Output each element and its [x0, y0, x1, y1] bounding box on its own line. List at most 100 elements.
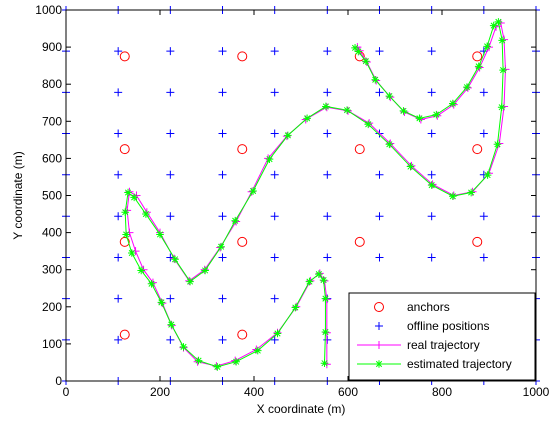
real-trajectory-point: [131, 247, 140, 256]
estimated-trajectory-point: [385, 92, 394, 100]
legend-item: offline positions: [375, 319, 490, 333]
estimated-trajectory-point: [137, 266, 145, 275]
estimated-trajectory-point: [427, 181, 436, 189]
offline-position-point: [270, 129, 279, 138]
offline-position-point: [114, 294, 123, 303]
estimated-trajectory-point: [499, 66, 507, 74]
estimated-trajectory-point: [463, 83, 471, 91]
y-tick-label: 900: [42, 40, 62, 54]
estimated-trajectory-point: [232, 357, 240, 366]
y-axis-label: Y coordinate (m): [11, 151, 25, 239]
estimated-trajectory-point: [497, 103, 506, 112]
offline-position-point: [166, 294, 175, 303]
x-tick-label: 800: [432, 385, 452, 399]
estimated-trajectory-point: [273, 329, 282, 338]
legend-label: real trajectory: [407, 338, 480, 352]
offline-position-point: [479, 88, 488, 97]
estimated-trajectory-point: [249, 187, 257, 195]
offline-position-point: [427, 47, 436, 56]
plot-content: [62, 6, 540, 385]
offline-position-point: [479, 253, 488, 262]
y-tick-label: 0: [55, 374, 62, 388]
offline-position-point: [166, 129, 175, 138]
anchor-point: [119, 51, 130, 62]
legend-anchor-marker: [374, 302, 384, 312]
offline-position-point: [323, 170, 332, 179]
anchor-point: [472, 51, 483, 62]
estimated-trajectory-point: [371, 75, 380, 84]
anchor-point: [119, 329, 130, 340]
estimated-trajectory-point: [449, 99, 457, 108]
offline-position-point: [166, 335, 175, 344]
legend-label: anchors: [407, 300, 450, 314]
offline-position-point: [114, 170, 123, 179]
estimated-trajectory-point: [231, 216, 239, 225]
offline-position-point: [114, 88, 123, 97]
anchor-point: [472, 144, 483, 155]
estimated-trajectory-point: [498, 36, 506, 45]
estimated-trajectory-point: [194, 356, 203, 365]
offline-position-point: [427, 88, 436, 97]
offline-position-point: [427, 129, 436, 138]
offline-position-point: [270, 47, 279, 56]
estimated-trajectory-point: [483, 42, 491, 51]
anchor-point: [237, 51, 248, 62]
y-tick-label: 500: [42, 189, 62, 203]
offline-position-point: [218, 253, 227, 262]
estimated-trajectory-point: [147, 279, 156, 288]
offline-position-point: [166, 88, 175, 97]
anchor-point: [119, 144, 130, 155]
offline-position-point: [270, 253, 279, 262]
offline-position-point: [218, 335, 227, 344]
estimated-trajectory-point: [351, 44, 359, 52]
offline-position-point: [218, 88, 227, 97]
legend-items: anchors offline positions real trajectory e…: [357, 300, 512, 371]
offline-position-point: [270, 212, 279, 221]
estimated-trajectory-point: [474, 62, 483, 71]
offline-position-point: [114, 129, 123, 138]
offline-position-point: [270, 294, 279, 303]
estimated-trajectory-point: [157, 298, 166, 307]
legend-item: anchors: [374, 300, 450, 314]
offline-position-point: [218, 170, 227, 179]
estimated-trajectory-point: [406, 162, 415, 171]
estimated-trajectory-point: [124, 188, 132, 197]
legend-offline-marker: [375, 322, 383, 330]
estimated-trajectory-point: [217, 242, 225, 251]
offline-position-point: [270, 335, 279, 344]
offline-position-point: [114, 212, 123, 221]
offline-position-point: [114, 335, 123, 344]
estimated-trajectory-point: [142, 210, 150, 218]
estimated-trajectory-point: [320, 359, 329, 367]
offline-position-point: [375, 170, 384, 179]
estimated-trajectory-point: [291, 303, 300, 312]
anchors-series: [119, 51, 483, 340]
offline-position-point: [218, 212, 227, 221]
offline-position-point: [270, 170, 279, 179]
estimated-trajectory-point: [179, 343, 188, 351]
offline-position-point: [114, 253, 123, 262]
offline-position-point: [218, 294, 227, 303]
estimated-trajectory-point: [415, 114, 424, 123]
estimated-trajectory-point: [315, 270, 323, 278]
estimated-trajectory-point: [449, 192, 457, 201]
estimated-trajectory-point: [385, 140, 394, 149]
estimated-trajectory-point: [321, 328, 330, 336]
legend-real-marker: [375, 341, 383, 349]
anchor-point: [354, 236, 365, 247]
estimated-trajectory-point: [171, 255, 179, 264]
estimated-trajectory-point: [467, 188, 475, 197]
offline-position-point: [375, 88, 384, 97]
anchor-point: [237, 144, 248, 155]
estimated-trajectory-point: [156, 230, 164, 239]
offline-position-point: [427, 170, 436, 179]
estimated-trajectory-point: [253, 346, 262, 355]
estimated-trajectory-point: [201, 266, 209, 275]
offline-position-point: [323, 253, 332, 262]
offline-position-point: [323, 88, 332, 97]
x-axis-label: X coordinate (m): [257, 402, 346, 416]
offline-position-point: [166, 170, 175, 179]
legend-label: estimated trajectory: [407, 357, 512, 371]
estimated-trajectory-point: [354, 47, 363, 56]
